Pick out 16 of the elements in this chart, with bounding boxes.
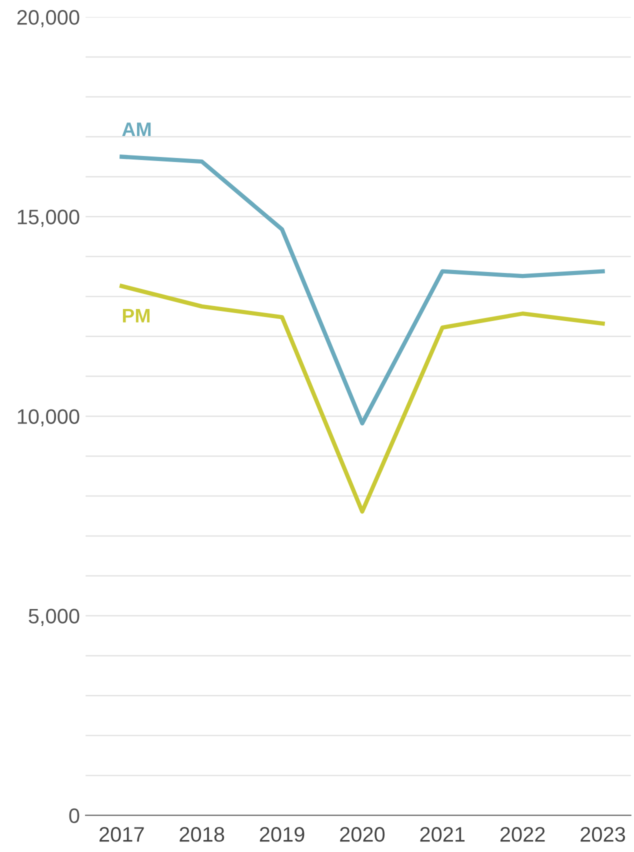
x-tick-label: 2020 — [340, 827, 385, 842]
line-series — [120, 154, 605, 426]
x-tick-label: 2023 — [580, 827, 626, 842]
x-tick-label: 2022 — [500, 827, 545, 842]
y-tick-label: 0 — [69, 808, 80, 824]
series-label: PM — [122, 309, 150, 322]
y-tick-label: 15,000 — [18, 210, 80, 227]
x-tick-label: 2021 — [420, 827, 465, 842]
x-tick-label: 2017 — [100, 827, 144, 842]
x-tick-label: 2018 — [180, 827, 224, 842]
x-tick-label: 2019 — [260, 827, 304, 842]
line-series — [120, 284, 605, 514]
series-label: AM — [122, 122, 151, 136]
y-tick-label: 10,000 — [18, 409, 80, 426]
y-tick-label: 20,000 — [17, 10, 80, 28]
y-tick-label: 5,000 — [28, 608, 80, 626]
